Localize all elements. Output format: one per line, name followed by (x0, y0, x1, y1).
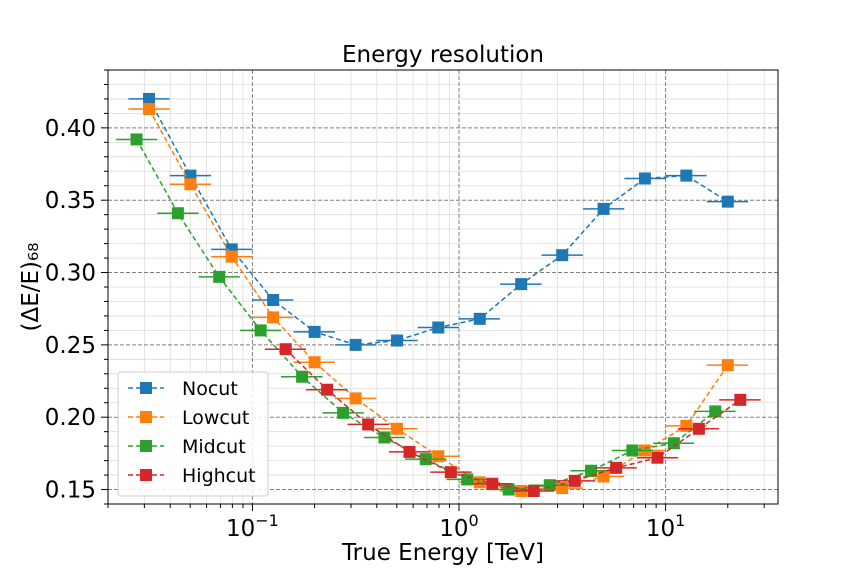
data-point (378, 431, 391, 444)
legend-marker (140, 382, 152, 394)
data-point (597, 202, 610, 215)
data-point (692, 422, 705, 435)
series-nocut (128, 92, 749, 351)
data-point (171, 207, 184, 220)
data-point (597, 470, 610, 483)
data-point (390, 334, 403, 347)
data-point (515, 278, 528, 291)
data-point (721, 359, 734, 372)
data-point (486, 477, 499, 490)
chart-title: Energy resolution (342, 42, 544, 68)
x-tick-label: 10−1 (226, 511, 279, 542)
legend-label: Midcut (182, 436, 246, 458)
data-point (610, 461, 623, 474)
data-point (709, 405, 722, 418)
data-point (651, 451, 664, 464)
legend-marker (140, 411, 152, 423)
y-tick-label: 0.20 (45, 405, 96, 431)
legend-label: Highcut (182, 465, 256, 487)
data-point (473, 312, 486, 325)
data-point (403, 445, 416, 458)
legend-item-highcut: Highcut (128, 465, 256, 487)
data-point (143, 103, 156, 116)
legend-label: Lowcut (182, 407, 249, 429)
data-point (349, 392, 362, 405)
y-tick-label: 0.15 (45, 478, 96, 504)
data-point (626, 444, 639, 457)
legend-box (117, 371, 269, 497)
data-point (444, 466, 457, 479)
data-point (667, 437, 680, 450)
legend-marker (140, 469, 152, 481)
legend-item-midcut: Midcut (128, 436, 246, 458)
data-point (308, 325, 321, 338)
data-point (254, 324, 267, 337)
data-point (543, 479, 556, 492)
series-midcut (115, 133, 736, 496)
y-axis: 0.15 0.20 0.25 0.30 0.35 0.40 (45, 69, 108, 505)
series-highcut (264, 343, 761, 497)
data-point (362, 418, 375, 431)
data-point (734, 393, 747, 406)
legend-item-lowcut: Lowcut (128, 407, 249, 429)
data-point (527, 484, 540, 497)
data-point (349, 338, 362, 351)
data-point (568, 474, 581, 487)
x-tick-label: 100 (439, 511, 478, 542)
data-point (461, 473, 474, 486)
y-tick-label: 0.35 (45, 188, 96, 214)
legend-marker (140, 440, 152, 452)
data-point (556, 249, 569, 262)
data-point (184, 178, 197, 191)
legend-item-nocut: Nocut (128, 378, 238, 400)
data-point (585, 464, 598, 477)
legend-label: Nocut (182, 378, 238, 400)
data-point (680, 169, 693, 182)
data-point (308, 356, 321, 369)
x-axis-label: True Energy [TeV] (341, 540, 544, 566)
data-point (143, 92, 156, 105)
data-point (638, 172, 651, 185)
x-tick-label: 101 (646, 511, 685, 542)
series-line-midcut (135, 139, 716, 491)
data-point (225, 250, 238, 263)
data-point (267, 294, 280, 307)
data-point (721, 195, 734, 208)
y-axis-label: (ΔE/E)₆₈ (18, 243, 44, 332)
y-tick-label: 0.25 (45, 333, 96, 359)
data-point (213, 270, 226, 283)
data-point (321, 383, 334, 396)
data-point (390, 422, 403, 435)
data-point (267, 311, 280, 324)
data-point (432, 321, 445, 334)
y-tick-label: 0.40 (45, 116, 96, 142)
series-layer (115, 92, 761, 497)
data-point (296, 370, 309, 383)
x-axis: 10−1 100 101 (107, 504, 765, 542)
legend: Nocut Lowcut Midcut Highcut (117, 371, 269, 497)
data-point (502, 483, 515, 496)
y-tick-label: 0.30 (45, 261, 96, 287)
data-point (337, 406, 350, 419)
data-point (130, 133, 143, 146)
data-point (432, 450, 445, 463)
data-point (279, 343, 292, 356)
